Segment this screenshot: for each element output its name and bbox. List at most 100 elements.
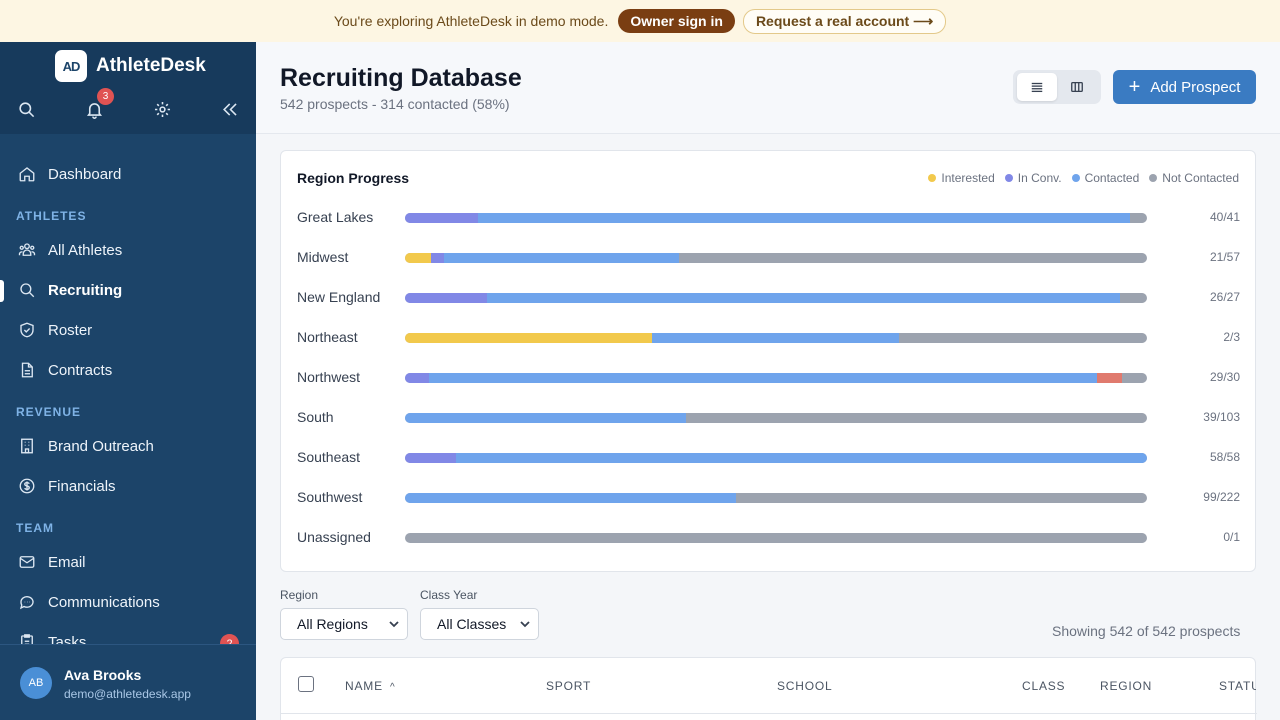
sidebar-item-roster[interactable]: Roster: [0, 310, 256, 350]
legend-contacted: Contacted: [1071, 171, 1139, 185]
prospects-table: NAME ^ SPORT SCHOOL CLASS REGION STATUS: [280, 657, 1257, 720]
region-count: 58/58: [1209, 450, 1240, 464]
region-progress-bar: [405, 453, 1147, 463]
sidebar-item-all-athletes[interactable]: All Athletes: [0, 230, 256, 270]
nav-section-team: TEAM: [16, 521, 54, 535]
progress-segment-interested: [405, 253, 431, 263]
region-name: Southeast: [297, 449, 361, 465]
progress-segment-in-conv: [405, 213, 479, 223]
home-icon: [19, 167, 35, 182]
collapse-sidebar-icon[interactable]: [219, 98, 241, 120]
progress-segment-in-conv: [405, 293, 488, 303]
progress-segment-contacted: [405, 493, 736, 503]
sidebar-item-label: Brand Outreach: [48, 437, 154, 455]
sidebar-item-recruiting[interactable]: Recruiting: [0, 270, 256, 310]
legend-interested: Interested: [928, 171, 995, 185]
column-header-sport[interactable]: SPORT: [546, 679, 592, 693]
column-header-name[interactable]: NAME ^: [345, 679, 396, 693]
progress-segment-contacted: [444, 253, 679, 263]
chevron-down-icon: [389, 621, 399, 628]
region-name: Northwest: [297, 369, 361, 385]
region-progress-title: Region Progress: [297, 170, 410, 186]
notification-badge: 3: [97, 88, 114, 105]
legend-in-conv: In Conv.: [1004, 171, 1062, 185]
region-row: Northwest 29/30: [297, 357, 1241, 397]
user-email: demo@athletedesk.app: [64, 687, 191, 701]
region-legend: Interested In Conv. Contacted Not Contac…: [928, 171, 1239, 185]
column-header-region[interactable]: REGION: [1100, 679, 1153, 693]
list-icon: [1031, 82, 1043, 93]
column-header-school[interactable]: SCHOOL: [777, 679, 833, 693]
class-year-select[interactable]: All Classes: [420, 608, 539, 640]
user-profile[interactable]: AB Ava Brooks demo@athletedesk.app: [0, 644, 256, 720]
region-name: Southwest: [297, 489, 363, 505]
nav-section-athletes: ATHLETES: [16, 209, 87, 223]
users-icon: [18, 243, 36, 256]
sort-asc-icon: ^: [390, 682, 396, 693]
region-row: Southwest 99/222: [297, 477, 1241, 517]
region-select[interactable]: All Regions: [280, 608, 408, 640]
region-name: Midwest: [297, 249, 349, 265]
sidebar-item-communications[interactable]: Communications: [0, 582, 256, 622]
class-year-filter-label: Class Year: [420, 588, 478, 602]
region-filter: Region All Regions: [280, 588, 408, 640]
columns-icon: [1071, 81, 1083, 93]
brand-name: AthleteDesk: [96, 55, 206, 76]
sidebar-item-label: Contracts: [48, 361, 113, 379]
gear-icon[interactable]: [151, 98, 173, 120]
sidebar-item-financials[interactable]: Financials: [0, 466, 256, 506]
sidebar-item-label: All Athletes: [48, 241, 123, 259]
add-prospect-button[interactable]: + Add Prospect: [1113, 70, 1256, 104]
progress-segment-in-conv: [430, 253, 445, 263]
select-all-checkbox[interactable]: [298, 676, 314, 692]
page-subtitle: 542 prospects - 314 contacted (58%): [280, 96, 510, 112]
sidebar-item-label: Recruiting: [48, 281, 123, 299]
sidebar-item-brand-outreach[interactable]: Brand Outreach: [0, 426, 256, 466]
region-count: 40/41: [1209, 210, 1240, 224]
progress-segment-contacted: [429, 373, 1098, 383]
progress-segment-other: [1097, 373, 1122, 383]
region-name: Unassigned: [297, 529, 371, 545]
table-header: NAME ^ SPORT SCHOOL CLASS REGION STATUS: [281, 658, 1257, 714]
building-icon: [21, 438, 33, 454]
sidebar-item-email[interactable]: Email: [0, 542, 256, 582]
legend-dot: [1071, 174, 1080, 182]
demo-banner-message: You're exploring AthleteDesk in demo mod…: [333, 13, 609, 29]
progress-segment-contacted: [487, 293, 1120, 303]
plus-icon: +: [1128, 76, 1141, 98]
legend-label: Not Contacted: [1162, 171, 1239, 185]
region-count: 39/103: [1203, 410, 1240, 424]
progress-segment-contacted: [652, 333, 900, 343]
sidebar-item-contracts[interactable]: Contracts: [0, 350, 256, 390]
progress-segment-contacted: [456, 453, 1147, 463]
chevron-down-icon: [520, 621, 530, 628]
region-name: Northeast: [297, 329, 358, 345]
class-year-filter: Class Year All Classes: [420, 588, 539, 640]
list-view-button[interactable]: [1017, 73, 1057, 101]
region-name: South: [297, 409, 334, 425]
bell-icon[interactable]: [83, 98, 105, 120]
sidebar-header: [0, 42, 256, 134]
progress-segment-contacted: [405, 413, 687, 423]
region-progress-bar: [405, 253, 1147, 263]
sidebar-item-dashboard[interactable]: Dashboard: [0, 154, 256, 194]
region-row: Midwest 21/57: [297, 237, 1241, 277]
column-header-status[interactable]: STATUS: [1219, 679, 1256, 693]
shield-icon: [20, 322, 34, 338]
request-account-button[interactable]: Request a real account ⟶: [742, 8, 947, 34]
brand[interactable]: AD AthleteDesk: [55, 50, 206, 82]
region-row: Unassigned 0/1: [297, 517, 1241, 557]
legend-dot: [1004, 174, 1013, 182]
region-progress-bar: [405, 413, 1147, 423]
search-icon[interactable]: [15, 98, 37, 120]
owner-sign-in-button[interactable]: Owner sign in: [618, 9, 735, 33]
board-view-button[interactable]: [1057, 73, 1097, 101]
legend-label: In Conv.: [1017, 171, 1062, 185]
column-header-class[interactable]: CLASS: [1022, 679, 1066, 693]
view-toggle: [1013, 70, 1101, 104]
region-count: 29/30: [1209, 370, 1240, 384]
class-year-select-value: All Classes: [437, 616, 507, 632]
region-filter-label: Region: [280, 588, 319, 602]
legend-dot: [1149, 174, 1158, 182]
add-prospect-label: Add Prospect: [1150, 78, 1241, 96]
